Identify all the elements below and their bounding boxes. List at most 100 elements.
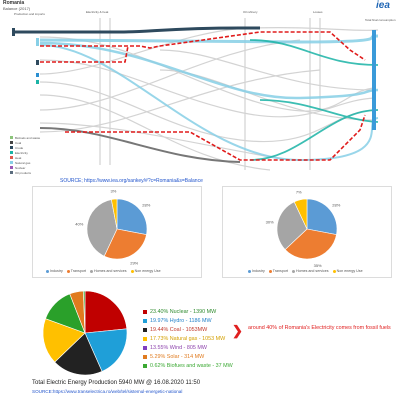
legend-nonenergy: Non energy Use: [336, 269, 363, 273]
legend-label-nuclear: Nuclear: [15, 166, 25, 170]
legend-swatch-crude: [10, 146, 13, 149]
pie-legend-1: Industry Transport Homes and services No…: [43, 269, 161, 273]
sankey-left-node-2: [36, 60, 39, 65]
legend-swatch: [143, 354, 147, 359]
legend-row-wind: 13.55% Wind - 805 MW: [143, 344, 233, 353]
sankey-highlight-paths: [40, 31, 366, 161]
pie-slice: [86, 199, 118, 257]
pie-slice: [116, 198, 148, 235]
pie-slice: [42, 318, 86, 363]
legend-swatch: [143, 363, 147, 368]
electricity-production-legend: 23.40% Nuclear - 1390 MW 19.97% Hydro - …: [143, 308, 233, 371]
sankey-gas-flows: [39, 34, 379, 162]
sankey-top-label-2: Oil refinery: [243, 10, 258, 14]
sankey-left-node-3: [36, 73, 39, 77]
pie-card-1: 28% 29% 40% 3% Industry Transport Homes and…: [32, 186, 202, 278]
pie-chart-1: 28% 29% 40% 3%: [75, 189, 150, 266]
legend-dot-transport: [66, 269, 70, 273]
sankey-top-label-3: Losses: [313, 10, 323, 14]
pie-data-label: 35%: [314, 263, 322, 267]
legend-text: 23.40% Nuclear - 1390 MW: [150, 309, 217, 315]
pie-slice: [103, 228, 147, 260]
legend-dot-homes: [292, 269, 296, 273]
legend-dot-nonenergy: [332, 269, 336, 273]
legend-dot-industry: [46, 269, 49, 273]
legend-label-oil: Oil products: [15, 171, 32, 175]
sankey-grey-flows: [39, 18, 379, 171]
sankey-top-label-1: Electricity & heat: [86, 10, 109, 14]
pie-chart-2: 28% 35% 30% 7%: [266, 189, 341, 267]
sankey-diagram: Production and imports Total final consu…: [10, 10, 396, 175]
pie-slice: [306, 198, 338, 235]
sankey-oil-flow: [15, 26, 260, 34]
legend-swatch-gas: [10, 161, 13, 164]
legend-transport: Transport: [70, 269, 87, 273]
legend-row-hydro: 19.97% Hydro - 1186 MW: [143, 317, 233, 326]
pie-slice: [84, 290, 128, 334]
legend-swatch: [143, 345, 147, 350]
sankey-left-node-4: [36, 80, 39, 84]
sankey-coal-flow: [39, 127, 241, 163]
pie-data-label: 28%: [332, 202, 340, 207]
legend-label-crude: Crude: [15, 146, 24, 150]
legend-transport: Transport: [272, 269, 289, 273]
legend-text: 13.55% Wind - 805 MW: [150, 345, 207, 351]
sankey-source-link[interactable]: SOURCE; https://www.iea.org/sankey/#?c=R…: [60, 178, 203, 184]
legend-label-heat: Heat: [15, 156, 22, 160]
pie-data-label: 28%: [142, 202, 150, 207]
legend-row-solar: 5.29% Solar - 314 MW: [143, 353, 233, 362]
legend-dot-industry: [248, 269, 251, 273]
legend-label-coal: Coal: [15, 141, 22, 145]
legend-homes: Homes and services: [94, 269, 127, 273]
sankey-right-heading: Total final consumption: [365, 18, 396, 22]
legend-text: 19.97% Hydro - 1186 MW: [150, 318, 212, 324]
legend-row-coal: 19.44% Coal - 1053MW: [143, 326, 233, 335]
pie-slice: [111, 198, 118, 230]
legend-swatch: [143, 327, 147, 332]
legend-text: 0.62% Biofues and waste - 37 MW: [150, 363, 233, 369]
electricity-production-pie: [42, 290, 128, 376]
legend-swatch-coal: [10, 141, 13, 144]
pie-data-label: 40%: [75, 222, 83, 227]
legend-row-nuclear: 23.40% Nuclear - 1390 MW: [143, 308, 233, 317]
pie-slice: [54, 332, 103, 376]
legend-swatch: [143, 318, 147, 323]
sankey-electricity-flows: [249, 39, 379, 161]
sankey-left-node-oil: [12, 28, 15, 36]
sankey-right-node: [372, 30, 376, 130]
sankey-legend: Biofuels and waste Coal Crude Electricit…: [10, 136, 41, 175]
pie-slice: [84, 328, 128, 372]
pie-legend-2: Industry Transport Homes and services No…: [245, 269, 363, 273]
legend-swatch: [143, 336, 147, 341]
legend-nonenergy: Non energy Use: [134, 269, 161, 273]
fossil-fuel-note: around 40% of Romania's Electricity come…: [248, 325, 391, 331]
iea-logo: iea: [376, 0, 390, 11]
legend-row-bio: 0.62% Biofues and waste - 37 MW: [143, 362, 233, 371]
legend-industry: Industry: [50, 269, 63, 273]
legend-swatch-oil: [10, 171, 13, 174]
pie-card-2: 28% 35% 30% 7% Industry Transport Homes and…: [222, 186, 392, 278]
pie-slice: [293, 198, 308, 230]
pie-slice: [83, 290, 86, 334]
legend-dot-nonenergy: [130, 269, 134, 273]
legend-swatch-bio: [10, 136, 13, 139]
legend-text: 5.29% Solar - 314 MW: [150, 354, 205, 360]
production-title: Total Electric Energy Production 5940 MW…: [32, 380, 201, 386]
sankey-left-heading: Production and imports: [14, 12, 45, 16]
sankey-left-node-gas: [36, 38, 39, 46]
page-title: Romania: [3, 0, 25, 6]
pie-slice: [276, 201, 308, 250]
pie-slice: [284, 228, 337, 260]
legend-industry: Industry: [252, 269, 265, 273]
pie-data-label: 29%: [130, 260, 138, 265]
legend-homes: Homes and services: [296, 269, 329, 273]
pie-data-label: 7%: [296, 189, 302, 194]
legend-swatch-elec: [10, 151, 13, 154]
transelectrica-source-link[interactable]: SOURCE:https://www.transelectrica.ro/web…: [32, 389, 183, 394]
legend-label-gas: Natural gas: [15, 161, 31, 165]
legend-swatch: [143, 309, 147, 314]
legend-dot-transport: [268, 269, 272, 273]
legend-swatch-heat: [10, 156, 13, 159]
legend-dot-homes: [90, 269, 94, 273]
legend-text: 19.44% Coal - 1053MW: [150, 327, 208, 333]
